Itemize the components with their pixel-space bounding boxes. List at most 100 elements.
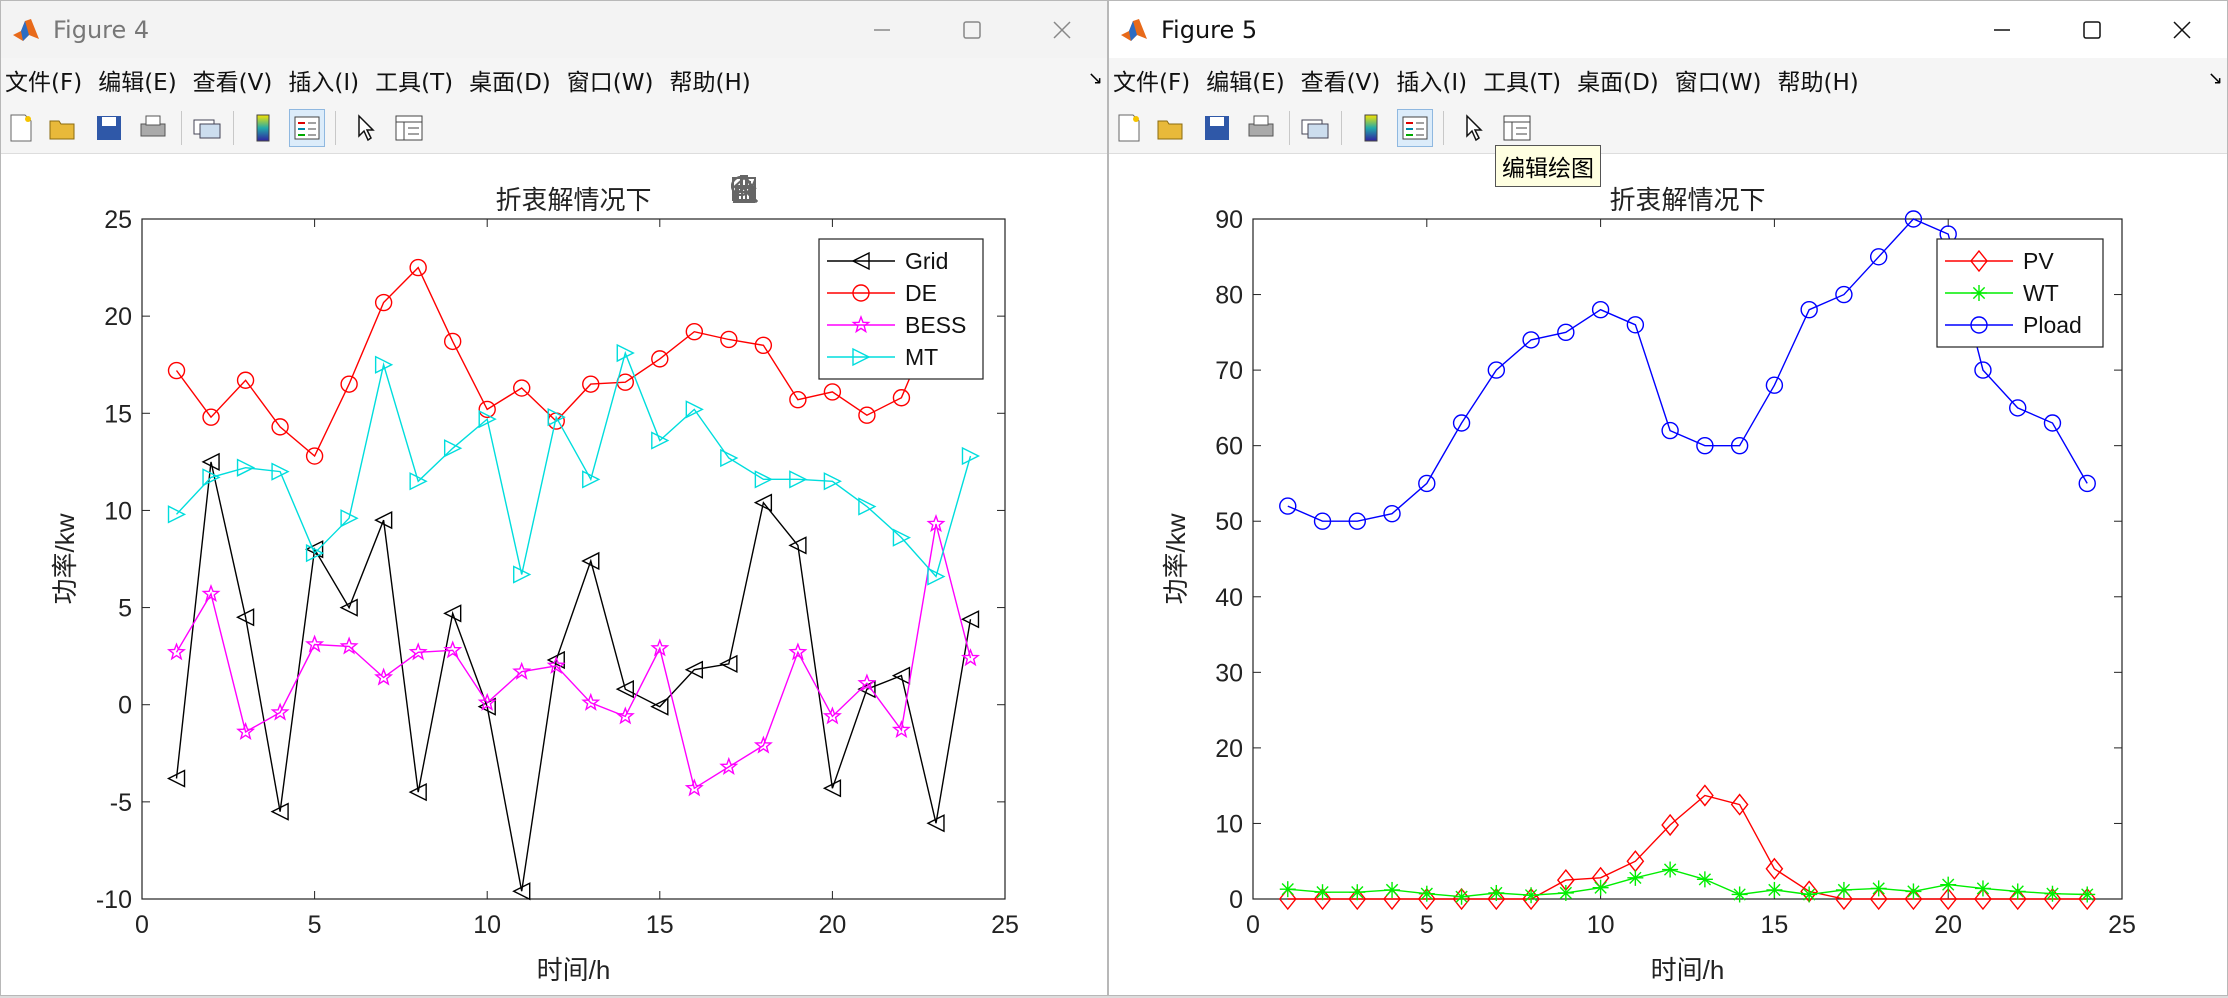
zoom-out-icon[interactable] — [731, 174, 965, 210]
new-figure-icon[interactable] — [3, 109, 39, 147]
minimize-icon[interactable] — [837, 1, 927, 58]
data-cursor-icon[interactable] — [732, 174, 845, 210]
menu-window[interactable]: 窗口(W) — [1674, 70, 1762, 96]
edit-plot-arrow-icon[interactable] — [347, 109, 383, 147]
x-tick-label: 0 — [1246, 911, 1260, 939]
save-icon[interactable] — [91, 109, 127, 147]
data-point — [201, 452, 220, 471]
menu-desktop[interactable]: 桌面(D) — [1577, 70, 1659, 96]
edit-plot-arrow-icon[interactable] — [1455, 109, 1491, 147]
close-icon[interactable] — [2137, 1, 2227, 58]
title-bar[interactable]: Figure 4 — [1, 1, 1107, 58]
y-tick-label: 60 — [1215, 433, 1243, 461]
data-point — [1695, 784, 1714, 807]
legend-entry: BESS — [905, 312, 966, 338]
data-point — [166, 769, 186, 788]
menu-tools[interactable]: 工具(T) — [375, 70, 454, 96]
title-bar[interactable]: Figure 5 — [1109, 1, 2227, 58]
data-point — [1523, 887, 1540, 904]
data-point — [374, 667, 394, 686]
menu-window[interactable]: 窗口(W) — [566, 70, 654, 96]
brush-icon[interactable] — [732, 174, 805, 210]
legend-entry: Grid — [905, 248, 948, 274]
link-plot-icon[interactable] — [1297, 109, 1333, 147]
zoom-in-icon[interactable] — [731, 174, 925, 210]
data-point — [1765, 376, 1784, 394]
print-icon[interactable] — [135, 109, 171, 147]
menu-help[interactable]: 帮助(H) — [669, 70, 751, 96]
matlab-logo-icon — [13, 18, 39, 41]
colorbar-icon[interactable] — [245, 109, 281, 147]
series-mt — [167, 343, 981, 586]
legend-entry: PV — [2023, 248, 2054, 274]
dock-arrow-icon[interactable]: ↘ — [2207, 68, 2223, 89]
pan-hand-icon[interactable] — [731, 174, 885, 210]
data-point — [1418, 885, 1435, 902]
figure-window[interactable]: Figure 4 文件(F) 编辑(E) 查看(V) 插入(I) 工具(T) 桌… — [0, 0, 1108, 996]
home-icon[interactable] — [731, 174, 1005, 210]
menu-edit[interactable]: 编辑(E) — [1206, 70, 1285, 96]
property-inspector-icon[interactable] — [391, 109, 427, 147]
data-point — [1696, 436, 1714, 455]
data-point — [339, 636, 359, 655]
plot-area[interactable]: 0 5 10 15 20 25 -10 -5 0 5 10 15 20 25 折衷解情况下 时间/h 功率/kw… — [1, 154, 1107, 995]
figure-window[interactable]: Figure 5 文件(F) 编辑(E) 查看(V) 插入(I) 工具(T) 桌… — [1108, 0, 2228, 996]
open-file-icon[interactable] — [1153, 109, 1189, 147]
menu-tools[interactable]: 工具(T) — [1483, 70, 1562, 96]
data-point — [374, 293, 393, 312]
menu-insert[interactable]: 插入(I) — [288, 70, 360, 96]
legend-marker — [851, 251, 870, 271]
menu-view[interactable]: 查看(V) — [192, 70, 273, 96]
colorbar-icon[interactable] — [1353, 109, 1389, 147]
save-icon[interactable] — [1199, 109, 1235, 147]
data-point — [2079, 886, 2096, 903]
legend-icon[interactable] — [289, 109, 325, 147]
plot-area[interactable]: 0 5 10 15 20 25 0 10 20 30 40 50 60 70 80 90 折衷解情况下 时间/h 功… — [1109, 154, 2227, 995]
data-point — [1766, 881, 1783, 898]
x-tick-label: 0 — [135, 911, 149, 939]
data-point — [2008, 887, 2027, 911]
data-point — [615, 706, 635, 725]
x-axis-label: 时间/h — [537, 955, 611, 985]
data-point — [1904, 210, 1923, 228]
data-point — [1974, 361, 1992, 379]
data-point — [1487, 887, 1506, 911]
x-tick-label: 15 — [1760, 911, 1788, 939]
y-tick-label: 0 — [1229, 886, 1243, 914]
data-point — [340, 509, 359, 528]
data-point — [1452, 414, 1471, 432]
menu-edit[interactable]: 编辑(E) — [98, 70, 177, 96]
series-line — [175, 523, 972, 790]
print-icon[interactable] — [1243, 109, 1279, 147]
data-point — [1731, 886, 1748, 903]
data-point — [374, 511, 393, 530]
data-point — [1279, 497, 1297, 515]
property-inspector-icon[interactable] — [1499, 109, 1535, 147]
menu-file[interactable]: 文件(F) — [1113, 70, 1191, 96]
menu-insert[interactable]: 插入(I) — [1396, 70, 1468, 96]
legend-icon[interactable] — [1397, 109, 1433, 147]
data-point — [685, 322, 704, 341]
data-point — [339, 598, 358, 617]
link-plot-icon[interactable] — [189, 109, 225, 147]
menu-file[interactable]: 文件(F) — [5, 70, 83, 96]
menu-view[interactable]: 查看(V) — [1300, 70, 1381, 96]
menu-desktop[interactable]: 桌面(D) — [469, 70, 551, 96]
data-point — [892, 528, 912, 547]
maximize-icon[interactable] — [927, 1, 1017, 58]
open-file-icon[interactable] — [45, 109, 81, 147]
data-point — [271, 418, 289, 436]
data-point — [1383, 504, 1401, 523]
menu-help[interactable]: 帮助(H) — [1777, 70, 1859, 96]
close-icon[interactable] — [1017, 1, 1107, 58]
minimize-icon[interactable] — [1957, 1, 2047, 58]
new-figure-icon[interactable] — [1111, 109, 1147, 147]
legend-box — [818, 238, 984, 380]
dock-arrow-icon[interactable]: ↘ — [1087, 68, 1103, 89]
maximize-icon[interactable] — [2047, 1, 2137, 58]
data-point — [305, 447, 324, 465]
data-point — [546, 655, 566, 674]
data-point — [788, 536, 807, 555]
